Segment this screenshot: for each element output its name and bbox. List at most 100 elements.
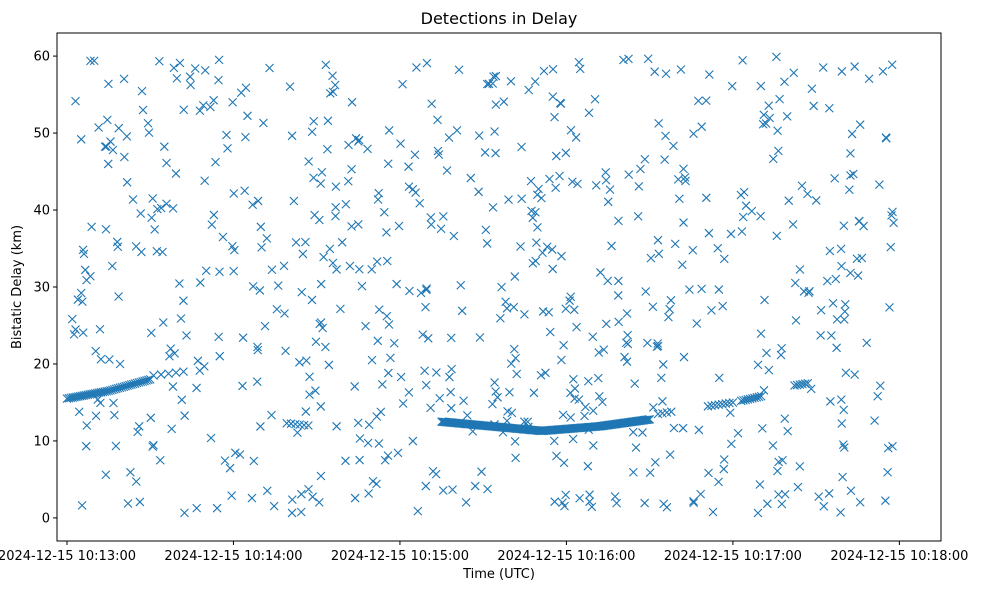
clutter-detection bbox=[653, 339, 663, 348]
clutter-detection bbox=[112, 237, 122, 247]
x-tick-label: 2024-12-15 10:18:00 bbox=[830, 549, 968, 564]
clutter-detection bbox=[483, 484, 492, 494]
clutter-detection bbox=[825, 246, 835, 256]
clutter-detection bbox=[509, 344, 519, 354]
clutter-detection bbox=[845, 268, 855, 278]
clutter-detection bbox=[774, 457, 784, 467]
clutter-detection bbox=[839, 221, 849, 231]
clutter-detection bbox=[101, 224, 111, 234]
clutter-detection bbox=[650, 67, 660, 77]
clutter-detection bbox=[353, 418, 363, 428]
clutter-detection bbox=[269, 501, 279, 511]
clutter-detection bbox=[435, 393, 445, 403]
clutter-detection bbox=[566, 125, 576, 135]
clutter-detection bbox=[524, 85, 534, 95]
clutter-detection bbox=[714, 285, 724, 294]
clutter-detection bbox=[512, 369, 522, 379]
clutter-detection bbox=[555, 171, 564, 181]
clutter-detection bbox=[614, 216, 623, 226]
clutter-detection bbox=[756, 81, 766, 91]
chart-title: Detections in Delay bbox=[421, 9, 578, 28]
clutter-detection bbox=[422, 58, 432, 68]
clutter-detection bbox=[797, 181, 807, 191]
clutter-detection bbox=[584, 108, 594, 118]
clutter-detection bbox=[630, 379, 640, 389]
clutter-detection bbox=[570, 394, 579, 403]
clutter-detection bbox=[551, 183, 561, 193]
clutter-detection bbox=[855, 120, 865, 130]
clutter-detection bbox=[383, 451, 393, 460]
clutter-detection bbox=[122, 177, 132, 187]
clutter-detection bbox=[214, 332, 224, 342]
clutter-detection bbox=[701, 96, 711, 105]
clutter-detection bbox=[811, 196, 821, 205]
clutter-detection bbox=[862, 338, 872, 348]
track-detection bbox=[798, 379, 807, 389]
clutter-detection bbox=[225, 463, 235, 473]
clutter-detection bbox=[790, 278, 800, 288]
clutter-detection bbox=[491, 148, 500, 158]
clutter-detection bbox=[325, 89, 335, 98]
clutter-detection bbox=[114, 292, 123, 301]
y-tick-label: 20 bbox=[33, 357, 50, 372]
clutter-detection bbox=[585, 490, 594, 500]
clutter-detection bbox=[195, 106, 205, 116]
clutter-detection bbox=[404, 162, 413, 172]
clutter-detection bbox=[382, 228, 391, 237]
clutter-detection bbox=[839, 315, 849, 324]
clutter-detection bbox=[259, 118, 268, 128]
clutter-detection bbox=[838, 440, 848, 450]
clutter-detection bbox=[676, 65, 686, 74]
clutter-detection bbox=[519, 417, 529, 427]
clutter-detection bbox=[330, 80, 340, 90]
clutter-detection bbox=[679, 164, 688, 174]
clutter-detection bbox=[773, 466, 782, 476]
clutter-detection bbox=[454, 65, 464, 75]
clutter-detection bbox=[174, 279, 184, 288]
clutter-detection bbox=[433, 146, 443, 156]
track-detection bbox=[707, 401, 716, 411]
clutter-detection bbox=[383, 368, 393, 378]
clutter-detection bbox=[771, 52, 781, 62]
clutter-detection bbox=[679, 218, 688, 227]
clutter-detection bbox=[548, 64, 558, 74]
clutter-detection bbox=[185, 72, 195, 82]
clutter-detection bbox=[331, 182, 341, 192]
clutter-detection bbox=[881, 496, 890, 506]
clutter-detection bbox=[561, 148, 571, 158]
clutter-detection bbox=[316, 279, 326, 289]
clutter-detection bbox=[846, 486, 856, 496]
clutter-detection bbox=[229, 245, 239, 255]
clutter-detection bbox=[296, 489, 306, 499]
clutter-detection bbox=[343, 176, 353, 186]
clutter-detection bbox=[491, 387, 501, 396]
clutter-detection bbox=[545, 327, 555, 337]
clutter-detection bbox=[516, 242, 525, 251]
clutter-detection bbox=[374, 439, 384, 448]
clutter-detection bbox=[793, 482, 803, 492]
clutter-detection bbox=[104, 355, 114, 364]
clutter-detection bbox=[431, 469, 441, 479]
clutter-detection bbox=[433, 115, 442, 125]
clutter-detection bbox=[528, 213, 538, 223]
clutter-detection bbox=[71, 325, 80, 334]
clutter-detection bbox=[280, 309, 289, 318]
clutter-detection bbox=[850, 62, 860, 71]
clutter-detection bbox=[566, 388, 575, 398]
clutter-detection bbox=[544, 307, 554, 317]
clutter-detection bbox=[82, 275, 91, 285]
track-detection bbox=[800, 379, 810, 389]
clutter-detection bbox=[180, 508, 189, 518]
clutter-detection bbox=[461, 498, 471, 507]
clutter-detection bbox=[768, 441, 778, 450]
clutter-detection bbox=[169, 63, 179, 73]
clutter-detection bbox=[549, 436, 559, 446]
clutter-detection bbox=[446, 333, 456, 343]
x-axis-label: Time (UTC) bbox=[462, 567, 535, 582]
clutter-detection bbox=[304, 484, 313, 494]
clutter-detection bbox=[431, 368, 441, 377]
clutter-detection bbox=[146, 328, 156, 338]
clutter-detection bbox=[350, 493, 360, 503]
